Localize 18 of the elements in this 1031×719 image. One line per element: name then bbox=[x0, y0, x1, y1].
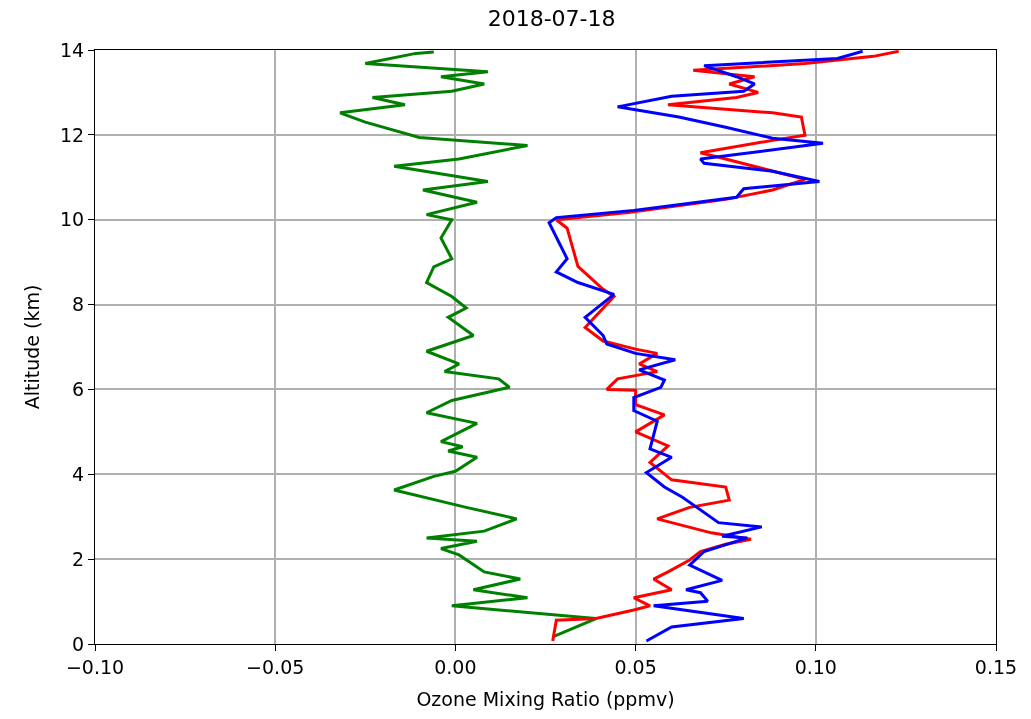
chart-title: 2018-07-18 bbox=[487, 6, 616, 32]
x-tick-label: 0.05 bbox=[614, 655, 657, 678]
y-tick-label: 0 bbox=[72, 632, 85, 655]
y-tick-label: 10 bbox=[59, 208, 85, 231]
x-tick-label: 0.00 bbox=[434, 655, 477, 678]
x-tick-label: −0.05 bbox=[246, 655, 305, 678]
x-tick-label: −0.10 bbox=[65, 655, 125, 678]
y-tick-label: 4 bbox=[72, 462, 85, 485]
y-tick-label: 14 bbox=[59, 38, 85, 61]
y-tick-label: 8 bbox=[72, 293, 85, 316]
y-axis-title: Altitude (km) bbox=[20, 284, 43, 410]
y-tick-label: 6 bbox=[72, 378, 85, 401]
line-series bbox=[338, 50, 598, 639]
y-tick-label: 2 bbox=[72, 547, 85, 570]
y-tick-label: 12 bbox=[59, 123, 85, 146]
x-tick-label: 0.10 bbox=[794, 655, 837, 678]
x-axis-title: Ozone Mixing Ratio (ppmv) bbox=[416, 687, 675, 710]
x-tick-label: 0.15 bbox=[974, 655, 1018, 678]
